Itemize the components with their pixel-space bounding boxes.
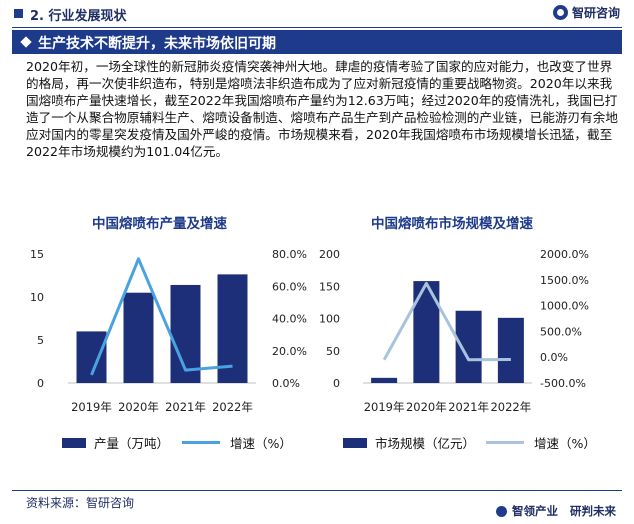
- chart-2-left-tick: 200: [319, 248, 340, 261]
- chart-2-legend-bar: 市场规模（亿元）: [343, 433, 475, 452]
- chart-1-legend-bar: 产量（万吨）: [62, 433, 169, 452]
- chart-2-legend-line: 增速（%）: [486, 433, 596, 452]
- chart-1-bar: [123, 292, 154, 383]
- slogan-part-a: 智领产业: [512, 504, 558, 518]
- legend-line-label: 增速（%）: [230, 436, 292, 451]
- chart-2-left-tick: 100: [319, 313, 340, 326]
- legend-line-swatch: [486, 441, 524, 444]
- chart-2-title: 中国熔喷布市场规模及增速: [371, 216, 533, 232]
- chart-2-x-tick: 2021年: [448, 400, 489, 414]
- slogan-part-b: 研判未来: [570, 504, 616, 518]
- slogan-logo-icon: [496, 505, 507, 517]
- chart-1-x-tick: 2022年: [212, 400, 253, 414]
- brand: 智研咨询: [552, 4, 620, 21]
- chart-1-legend-line: 增速（%）: [182, 433, 292, 452]
- chart-2-right-tick: -500.0%: [540, 377, 586, 390]
- legend-bar-swatch: [343, 437, 367, 448]
- legend-bar-label: 产量（万吨）: [94, 436, 170, 451]
- chart-1-right-tick: 80.0%: [272, 248, 307, 261]
- chart-1-right-tick: 20.0%: [272, 345, 307, 358]
- legend-line-swatch: [182, 441, 220, 444]
- chart-1-left-tick: 0: [37, 377, 44, 390]
- legend-line-label: 增速（%）: [534, 436, 596, 451]
- chart-2-bar: [497, 317, 524, 383]
- chart-2-left-tick: 0: [333, 377, 340, 390]
- section-title: 2. 行业发展现状: [30, 9, 127, 24]
- chart-2-bar: [455, 310, 482, 383]
- chart-2-x-tick: 2019年: [364, 400, 405, 414]
- top-header: 2. 行业发展现状 智研咨询: [0, 0, 634, 28]
- chart-1-x-tick: 2020年: [118, 400, 159, 414]
- legend-bar-label: 市场规模（亿元）: [375, 436, 476, 451]
- chart-2-growth-line: [382, 281, 511, 362]
- chart-2-right-tick: 500.0%: [540, 325, 582, 338]
- chart-2-x-tick: 2022年: [490, 400, 531, 414]
- slogan: 智领产业 研判未来: [496, 503, 616, 519]
- chart-1-right-tick: 60.0%: [272, 280, 307, 293]
- chart-2-left-tick: 50: [326, 345, 340, 358]
- chart-1-bar: [76, 331, 107, 383]
- brand-logo-icon: [552, 5, 568, 20]
- brand-name: 智研咨询: [571, 6, 620, 20]
- chart-1-x-tick: 2019年: [71, 400, 112, 414]
- footer-divider: [12, 490, 622, 491]
- chart-2-x-tick: 2020年: [406, 400, 447, 414]
- chart-1-bar: [217, 274, 248, 383]
- legend-bar-swatch: [62, 437, 86, 448]
- chart-2-right-tick: 2000.0%: [540, 248, 589, 261]
- source-note: 资料来源：智研咨询: [26, 496, 135, 510]
- chart-1-left-tick: 15: [30, 248, 44, 261]
- chart-1-left-tick: 10: [30, 291, 44, 304]
- chart-2-right-tick: 1500.0%: [540, 274, 589, 287]
- chart-2-right-tick: 1000.0%: [540, 300, 589, 313]
- chart-1-left-tick: 5: [37, 334, 44, 347]
- chart-1-right-tick: 0.0%: [272, 377, 300, 390]
- chart-2-bar: [413, 281, 440, 383]
- chart-1-growth-line: [90, 257, 233, 376]
- body-paragraph: 2020年初，一场全球性的新冠肺炎疫情突袭神州大地。肆虐的疫情考验了国家的应对能…: [26, 59, 618, 159]
- chart-1-x-tick: 2021年: [165, 400, 206, 414]
- chart-1-right-tick: 40.0%: [272, 313, 307, 326]
- chart-1-title: 中国熔喷布产量及增速: [92, 216, 227, 232]
- header-divider: [12, 27, 622, 28]
- chart-2-right-tick: 0.0%: [540, 351, 568, 364]
- chart-2-left-tick: 150: [319, 280, 340, 293]
- section-marker: [14, 9, 23, 18]
- chart-2-bar: [371, 377, 398, 383]
- banner-title: 生产技术不断提升，未来市场依旧可期: [38, 36, 276, 52]
- title-banner: 生产技术不断提升，未来市场依旧可期: [12, 30, 622, 54]
